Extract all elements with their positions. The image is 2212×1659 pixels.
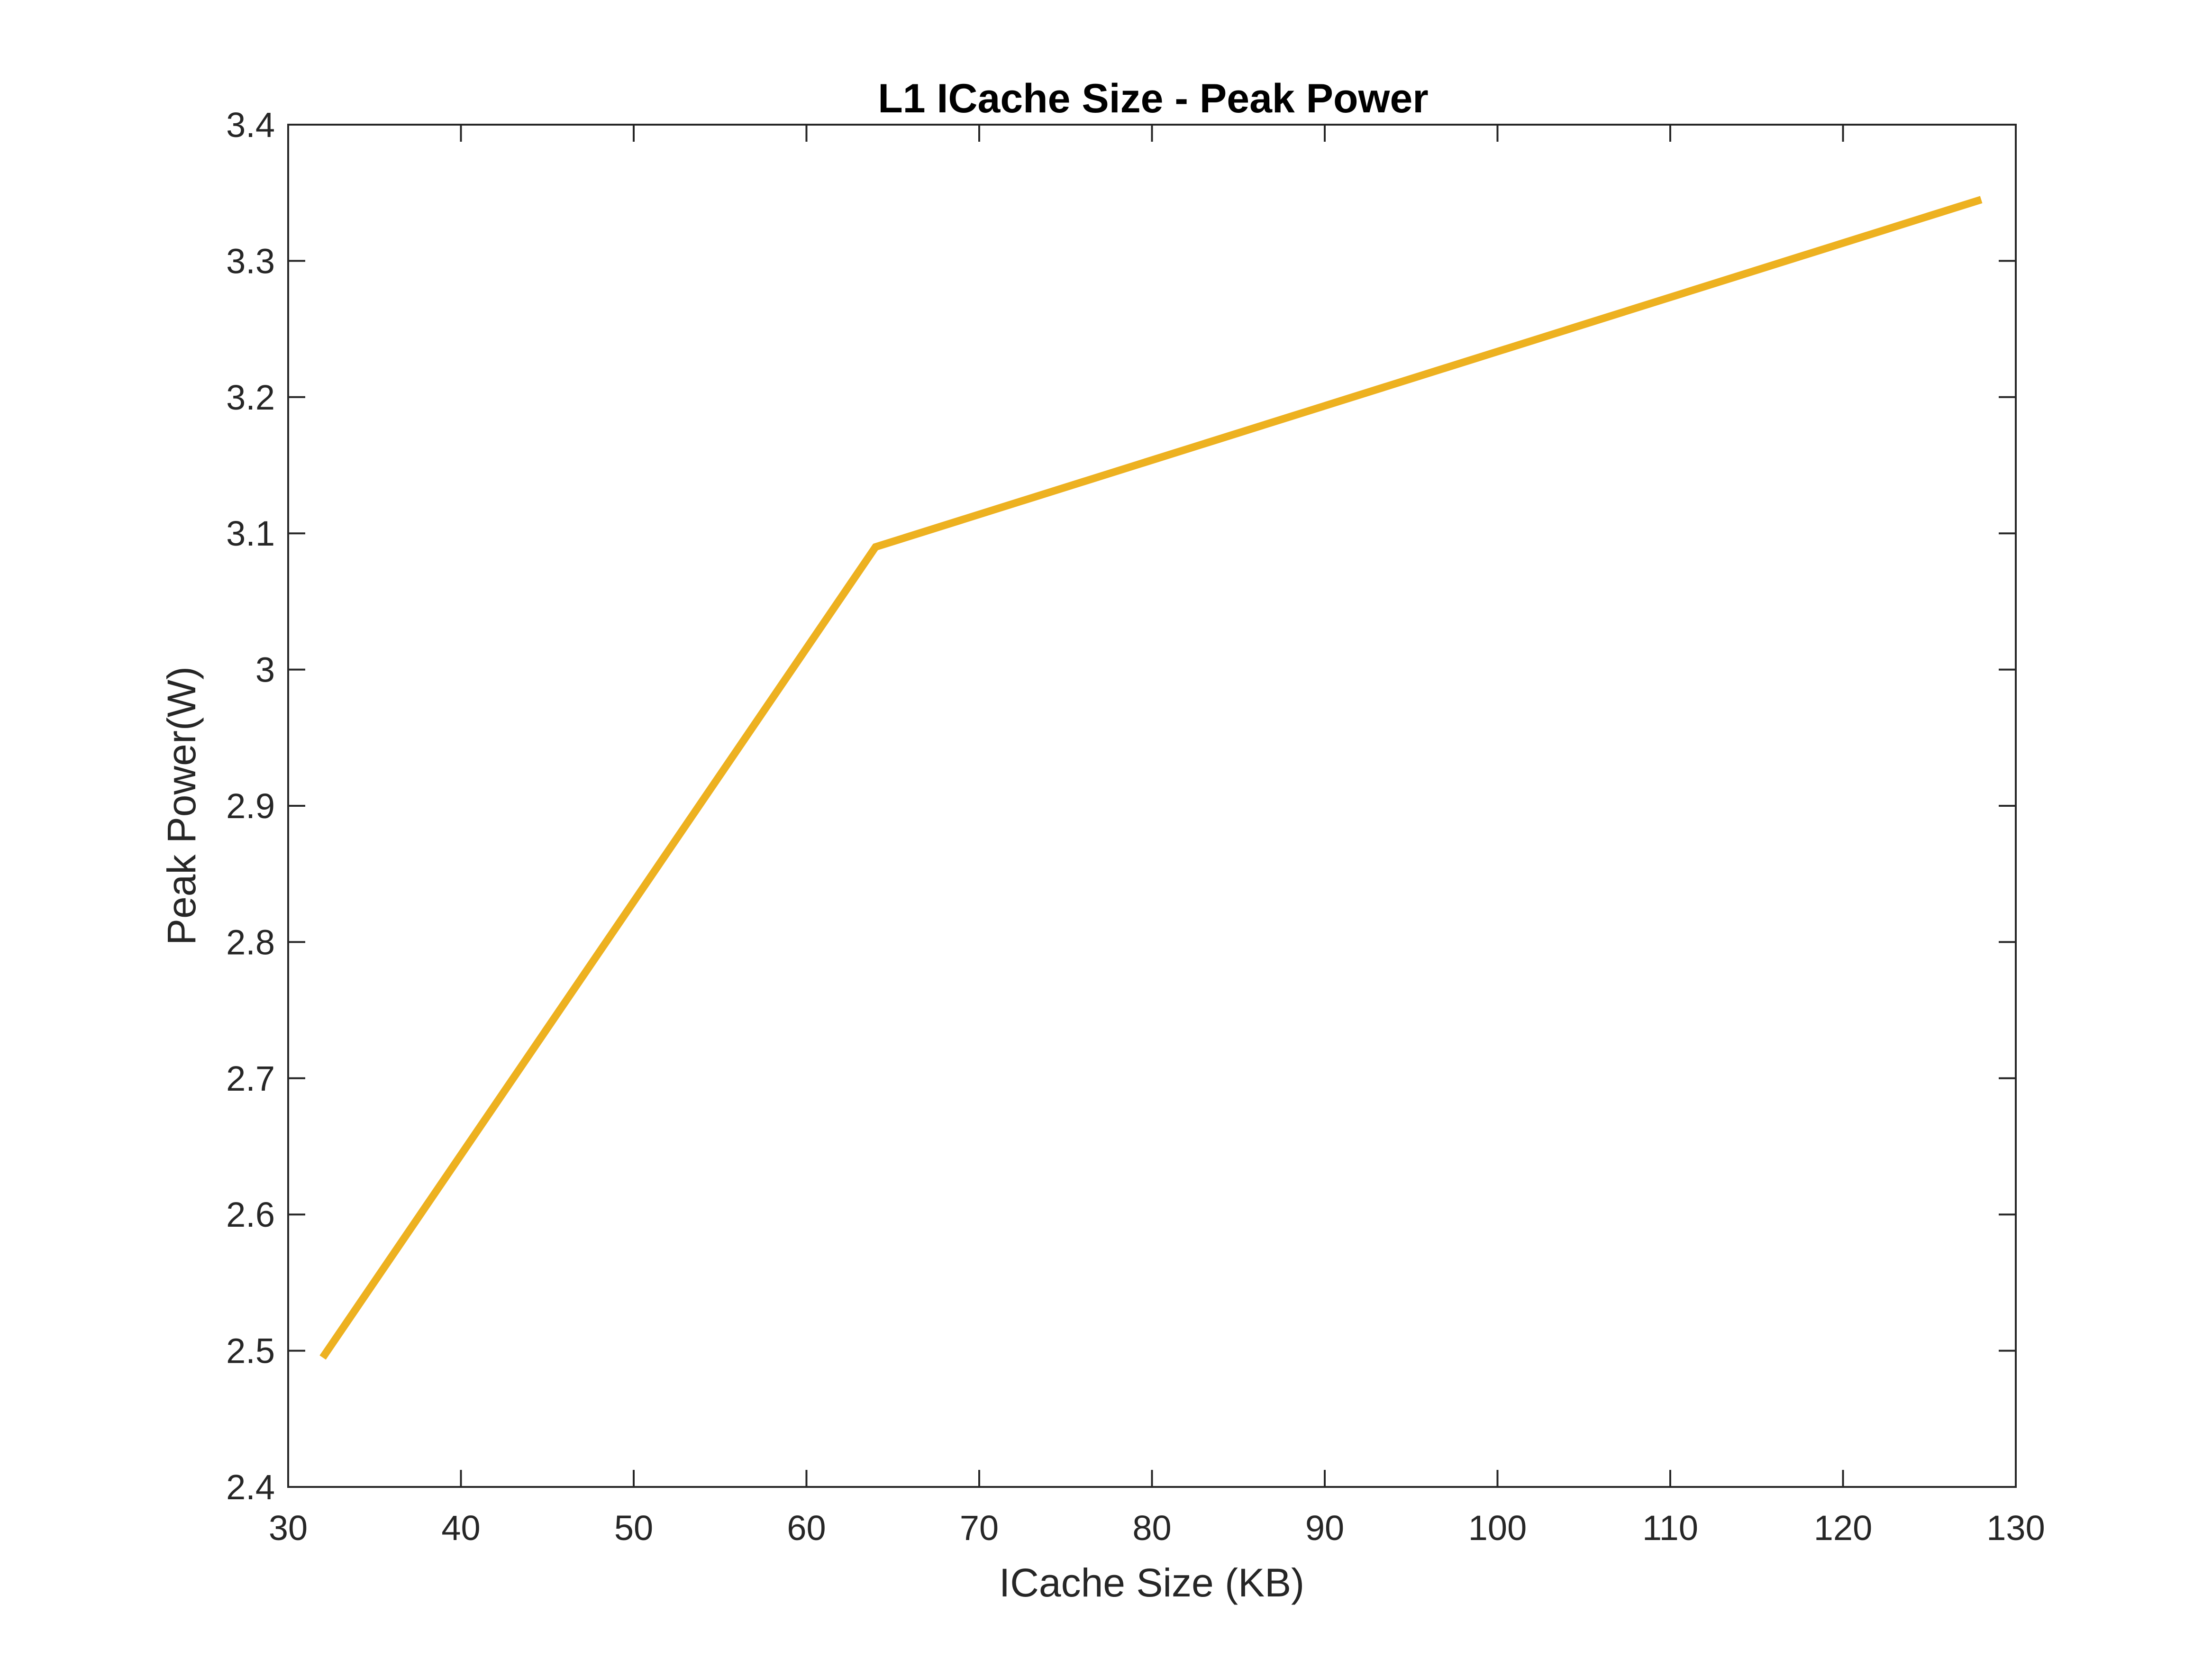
y-tick-label: 3.4 <box>226 105 275 145</box>
plot-area <box>288 125 2016 1487</box>
y-tick-label: 2.7 <box>226 1059 275 1098</box>
y-tick-label: 3.2 <box>226 378 275 417</box>
x-tick-label: 50 <box>614 1508 653 1548</box>
y-tick-label: 3 <box>255 650 275 690</box>
x-tick-label: 110 <box>1642 1508 1698 1548</box>
x-tick-label: 30 <box>269 1508 308 1548</box>
x-tick-label: 130 <box>1986 1508 2045 1548</box>
y-tick-label: 2.5 <box>226 1331 275 1371</box>
x-tick-label: 90 <box>1305 1508 1344 1548</box>
x-tick-label: 120 <box>1814 1508 1872 1548</box>
y-axis-title: Peak Power(W) <box>159 666 204 945</box>
x-axis-title: ICache Size (KB) <box>999 1560 1304 1605</box>
y-tick-label: 3.1 <box>226 514 275 553</box>
y-tick-label: 2.8 <box>226 922 275 962</box>
series-line-0 <box>319 196 1983 1360</box>
x-tick-label: 40 <box>441 1508 480 1548</box>
x-tick-label: 80 <box>1132 1508 1171 1548</box>
y-tick-label: 2.4 <box>226 1468 275 1507</box>
x-tick-label: 100 <box>1468 1508 1527 1548</box>
y-tick-label: 3.3 <box>226 241 275 281</box>
x-tick-label: 60 <box>787 1508 826 1548</box>
chart-title: L1 ICache Size - Peak Power <box>878 76 1429 121</box>
x-tick-label: 70 <box>960 1508 999 1548</box>
y-tick-label: 2.9 <box>226 786 275 826</box>
axes-box <box>287 124 2017 1488</box>
y-tick-label: 2.6 <box>226 1195 275 1234</box>
